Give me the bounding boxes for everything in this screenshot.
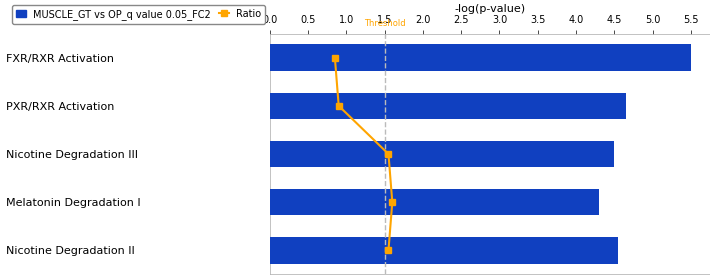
Bar <box>270 45 691 71</box>
Bar <box>270 237 618 263</box>
X-axis label: -log(p-value): -log(p-value) <box>454 4 525 14</box>
Text: Threshold: Threshold <box>364 19 405 28</box>
Bar <box>270 141 614 167</box>
Bar <box>270 189 599 215</box>
Bar <box>270 93 626 119</box>
Legend: MUSCLE_GT vs OP_q value 0.05_FC2, Ratio: MUSCLE_GT vs OP_q value 0.05_FC2, Ratio <box>12 5 266 24</box>
